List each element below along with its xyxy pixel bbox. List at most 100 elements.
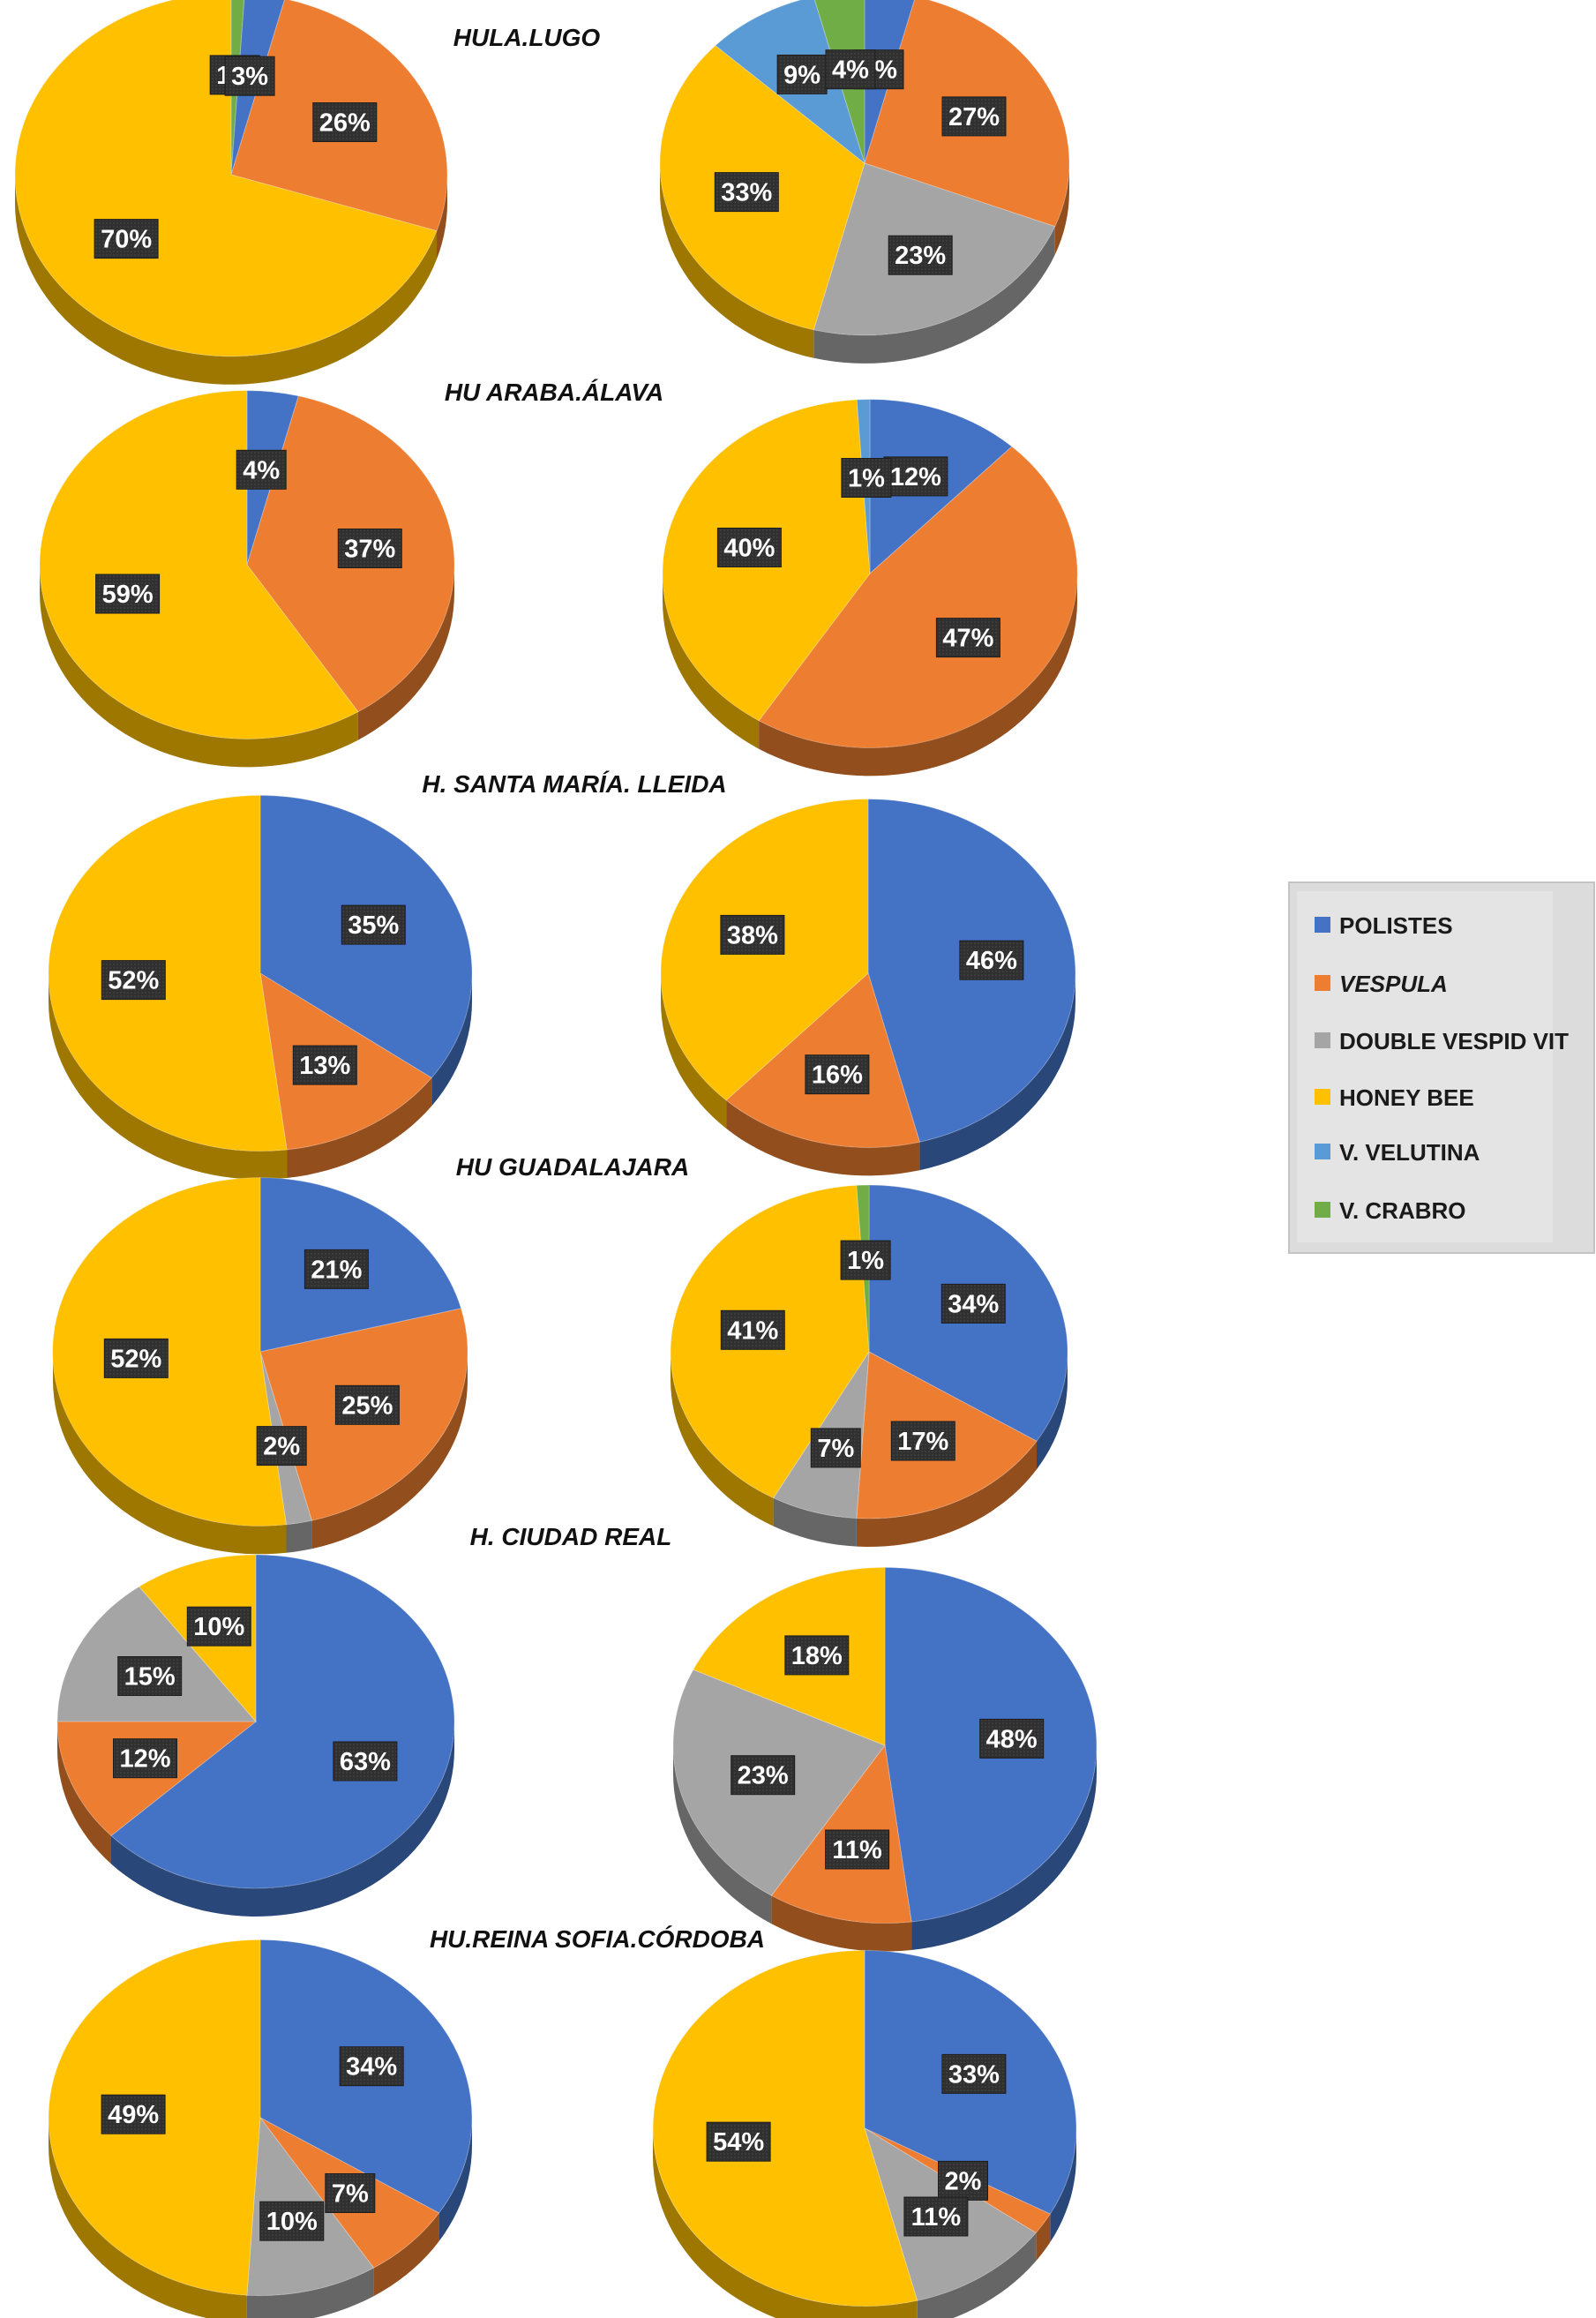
pie-cordoba-2009: 34% 7% 10% 49%: [48, 1939, 473, 2318]
data-label-box: [979, 1718, 1045, 1759]
pie-side-vespula: [1036, 2214, 1051, 2262]
data-label-box: [224, 56, 275, 96]
pie-side-honey-bee: [660, 163, 814, 358]
data-label-double-vespid-vit: 10%: [266, 2208, 318, 2236]
data-label-box: [841, 458, 892, 498]
pie-slice-honey-bee: [14, 0, 438, 357]
data-label-honey-bee: 40%: [723, 535, 775, 563]
data-label-honey-bee: 41%: [727, 1317, 778, 1345]
data-label-honey-bee: 38%: [727, 921, 778, 949]
data-label-vespula: 11%: [832, 1836, 882, 1864]
data-label-v-velutina: 9%: [783, 61, 820, 89]
pie-side-polistes: [438, 2118, 472, 2241]
data-label-vespula: 47%: [942, 625, 993, 653]
pie-side-vespula: [311, 1352, 468, 1549]
data-label-box: [706, 2121, 771, 2162]
data-label-polistes: 35%: [348, 911, 399, 940]
pie-side-vespula: [287, 1077, 432, 1178]
data-label-honey-bee: 18%: [791, 1642, 843, 1670]
data-label-box: [337, 529, 402, 568]
data-label-box: [935, 618, 1000, 658]
legend-swatch-vespula: [1315, 975, 1330, 991]
data-label-double-vespid-vit: 11%: [911, 2203, 962, 2232]
data-label-double-vespid-vit: 7%: [817, 1435, 854, 1463]
legend-label-honey-bee: HONEY BEE: [1339, 1084, 1474, 1111]
data-label-vespula: 37%: [344, 536, 395, 564]
pie-side-double-vespid-vit: [286, 1520, 312, 1553]
data-label-vespula: 27%: [948, 103, 1000, 131]
data-label-vespula: 12%: [119, 1745, 170, 1774]
hospital-title-cordoba: HU.REINA SOFIA.CÓRDOBA: [430, 1925, 765, 1953]
data-label-polistes: 21%: [311, 1256, 362, 1284]
pie-side-double-vespid-vit: [917, 2232, 1037, 2318]
data-label-double-vespid-vit: 15%: [124, 1663, 176, 1692]
pie-side-polistes: [1050, 2128, 1076, 2243]
pie-side-vespula: [726, 1099, 920, 1176]
data-label-box: [720, 1309, 785, 1350]
data-label-polistes: 34%: [346, 2053, 397, 2082]
data-label-polistes: 63%: [340, 1748, 391, 1776]
pie-lugo-2019: 4%27%23%33%9% 4%: [659, 0, 1070, 364]
pie-lugo-2009: 1%3%26%70%: [14, 0, 448, 385]
data-label-honey-bee: 70%: [101, 226, 152, 254]
data-label-box: [825, 49, 876, 90]
data-label-box: [938, 2160, 988, 2201]
legend-label-polistes: POLISTES: [1339, 912, 1453, 939]
pie-side-honey-bee: [15, 175, 437, 385]
data-label-polistes: 34%: [948, 1290, 999, 1318]
data-label-honey-bee: 10%: [193, 1613, 244, 1641]
pie-slice-vespula: [56, 1721, 258, 1837]
data-label-box: [940, 1283, 1006, 1324]
data-label-v-crabro: 1%: [847, 1247, 884, 1275]
pie-slice-honey-bee: [652, 1949, 918, 2307]
data-label-box: [825, 1829, 890, 1870]
data-label-box: [259, 2201, 325, 2241]
pie-side-double-vespid-vit: [773, 1497, 857, 1547]
data-label-box: [325, 2173, 376, 2213]
data-label-box: [716, 528, 782, 567]
legend-swatch-double-vespid: [1315, 1032, 1330, 1048]
data-label-box: [292, 1045, 357, 1085]
pie-side-double-vespid-vit: [813, 226, 1055, 364]
pie-side-honey-bee: [53, 1352, 287, 1555]
legend-label-crabro: V. CRABRO: [1339, 1197, 1466, 1224]
data-label-vespula: 17%: [897, 1428, 948, 1456]
pie-side-vespula: [856, 1441, 1037, 1547]
legend-label-double-vespid: DOUBLE VESPID VIT: [1339, 1028, 1569, 1054]
data-label-v-velutina: 1%: [848, 465, 885, 493]
data-label-double-vespid-vit: 23%: [738, 1762, 789, 1790]
pie-slice-double-vespid-vit: [56, 1586, 258, 1722]
data-label-box: [959, 940, 1024, 980]
data-label-box: [303, 1249, 369, 1289]
data-label-box: [236, 449, 287, 490]
pie-lleida-2009: 35% 13% 52%: [48, 794, 473, 1180]
data-label-box: [883, 456, 948, 497]
pie-side-honey-bee: [661, 973, 727, 1129]
data-label-box: [341, 904, 406, 945]
data-label-box: [94, 219, 159, 259]
pie-side-polistes: [431, 973, 472, 1106]
data-label-box: [941, 2053, 1007, 2094]
data-label-box: [312, 102, 378, 142]
data-label-polistes: 48%: [986, 1725, 1038, 1753]
hospital-title-guadalajara: HU GUADALAJARA: [456, 1153, 689, 1181]
data-label-double-vespid-vit: 23%: [895, 242, 946, 270]
legend-swatch-honey-bee: [1315, 1089, 1330, 1105]
data-label-box: [334, 1384, 400, 1425]
data-label-honey-bee: 59%: [102, 581, 154, 609]
pie-side-vespula: [759, 574, 1077, 776]
pie-side-vespula: [1054, 163, 1069, 255]
pie-side-double-vespid-vit: [246, 2268, 374, 2318]
data-label-box: [888, 235, 953, 275]
data-label-box: [117, 1656, 183, 1696]
pie-side-honey-bee: [49, 973, 288, 1180]
data-label-honey-bee: 52%: [108, 967, 159, 995]
data-label-box: [339, 2046, 404, 2087]
pie-side-polistes: [919, 973, 1075, 1171]
data-label-box: [103, 1338, 169, 1378]
data-label-honey-bee: 52%: [110, 1345, 161, 1373]
data-label-v-crabro: 4%: [832, 56, 869, 85]
pie-side-vespula: [57, 1722, 111, 1864]
data-label-polistes: 33%: [948, 2060, 1000, 2089]
